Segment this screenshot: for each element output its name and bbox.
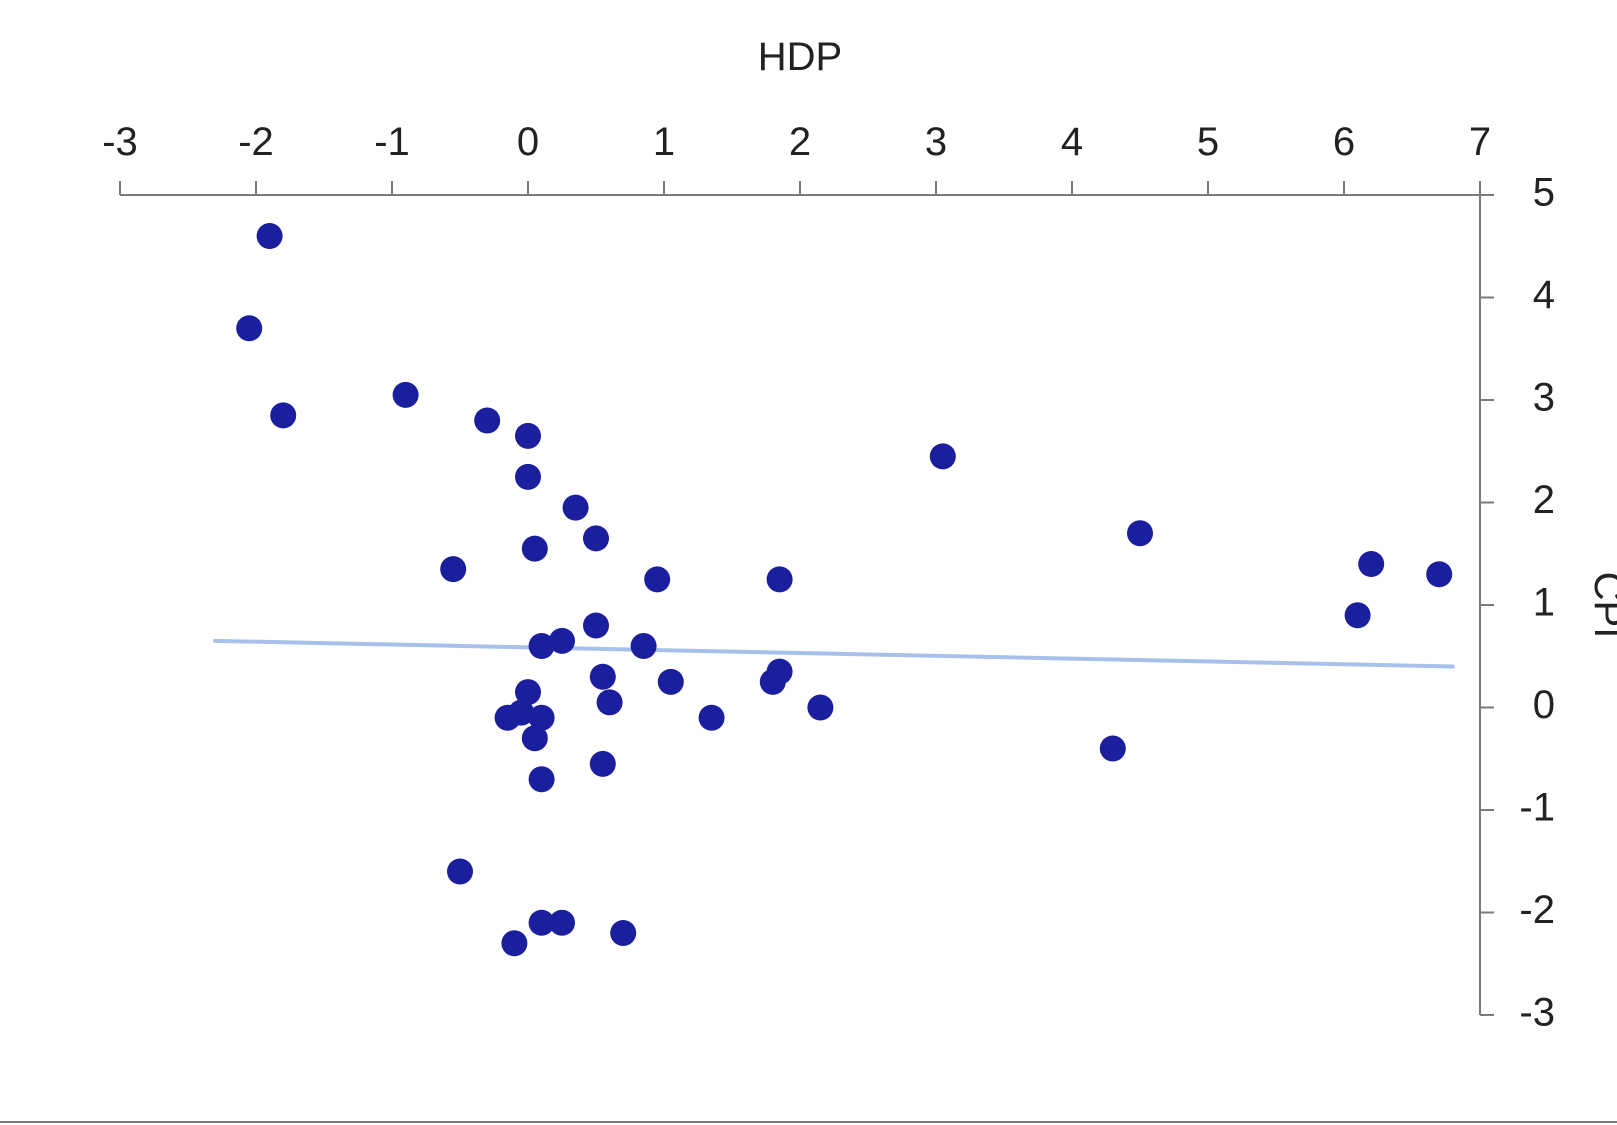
data-point xyxy=(529,766,555,792)
x-tick-label: 5 xyxy=(1197,120,1219,164)
x-tick-label: -2 xyxy=(238,120,274,164)
data-point xyxy=(474,408,500,434)
y-tick-label: -1 xyxy=(1519,786,1555,830)
x-tick-label: -3 xyxy=(102,120,138,164)
y-tick-label: 4 xyxy=(1533,273,1555,317)
data-point xyxy=(1345,602,1371,628)
data-point xyxy=(583,525,609,551)
data-point xyxy=(699,705,725,731)
data-point xyxy=(1100,736,1126,762)
y-tick-label: 0 xyxy=(1533,683,1555,727)
y-axis-title: CPI xyxy=(1586,572,1617,639)
data-point xyxy=(807,695,833,721)
data-point xyxy=(529,705,555,731)
data-point xyxy=(610,920,636,946)
data-point xyxy=(447,859,473,885)
y-tick-label: 5 xyxy=(1533,171,1555,215)
data-point xyxy=(549,910,575,936)
y-tick-label: 3 xyxy=(1533,376,1555,420)
data-point xyxy=(590,751,616,777)
y-tick-label: -2 xyxy=(1519,888,1555,932)
data-point xyxy=(393,382,419,408)
data-point xyxy=(257,223,283,249)
data-point xyxy=(930,443,956,469)
data-point xyxy=(549,628,575,654)
data-point xyxy=(515,423,541,449)
data-point xyxy=(1426,561,1452,587)
data-point xyxy=(1358,551,1384,577)
x-axis-title: HDP xyxy=(758,35,842,79)
x-tick-label: 6 xyxy=(1333,120,1355,164)
data-point xyxy=(767,566,793,592)
data-point xyxy=(515,679,541,705)
data-point xyxy=(583,613,609,639)
y-tick-label: 2 xyxy=(1533,478,1555,522)
data-point xyxy=(597,689,623,715)
data-point xyxy=(515,464,541,490)
data-point xyxy=(658,669,684,695)
x-tick-label: 7 xyxy=(1469,120,1491,164)
data-point xyxy=(590,664,616,690)
y-tick-label: -3 xyxy=(1519,991,1555,1035)
y-tick-label: 1 xyxy=(1533,581,1555,625)
data-point xyxy=(631,633,657,659)
data-point xyxy=(1127,520,1153,546)
data-point xyxy=(522,536,548,562)
data-point xyxy=(767,659,793,685)
data-point xyxy=(236,315,262,341)
data-point xyxy=(270,402,296,428)
x-tick-label: 0 xyxy=(517,120,539,164)
data-point xyxy=(440,556,466,582)
x-tick-label: 2 xyxy=(789,120,811,164)
data-point xyxy=(501,930,527,956)
data-point xyxy=(644,566,670,592)
data-point xyxy=(563,495,589,521)
x-tick-label: 1 xyxy=(653,120,675,164)
chart-svg: -3 -2 -1 0 1 2 3 4 5 6 7 HDP -3 -2 -1 0 1 2 3 4 5 CPI xyxy=(0,0,1617,1125)
x-tick-label: 4 xyxy=(1061,120,1083,164)
scatter-chart: -3 -2 -1 0 1 2 3 4 5 6 7 HDP -3 -2 -1 0 1 2 3 4 5 CPI xyxy=(0,0,1617,1125)
x-tick-label: -1 xyxy=(374,120,410,164)
x-tick-label: 3 xyxy=(925,120,947,164)
